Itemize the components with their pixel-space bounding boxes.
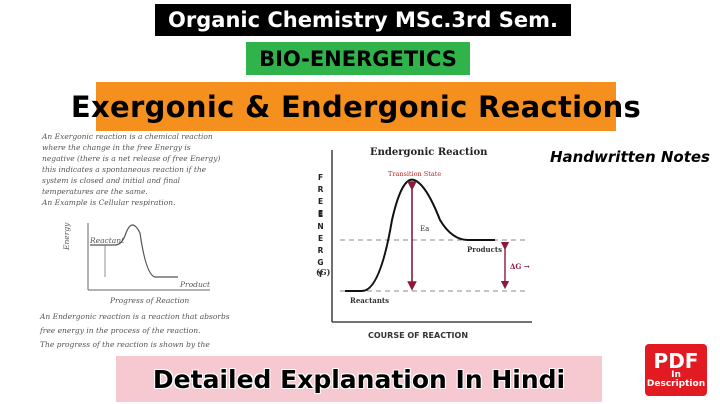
pdf-badge: PDF In Description: [645, 344, 707, 396]
diagram-label: ΔG →: [510, 262, 530, 271]
note-line: An Endergonic reaction is a reaction tha…: [40, 312, 230, 321]
y-axis-label: ENERGY: [316, 210, 325, 282]
note-line: negative (there is a net release of free…: [42, 154, 221, 163]
note-line: An Exergonic reaction is a chemical reac…: [42, 132, 213, 141]
title-banner: Organic Chemistry MSc.3rd Sem.: [155, 4, 571, 36]
footer-banner: Detailed Explanation In Hindi: [116, 356, 602, 402]
badge-text: Description: [646, 379, 706, 389]
diagram-label: Ea: [420, 225, 430, 233]
x-axis-label: COURSE OF REACTION: [368, 331, 469, 340]
notes-block: An Endergonic reaction is a reaction tha…: [40, 312, 230, 354]
diagram-title: Endergonic Reaction: [370, 147, 488, 158]
note-line: this indicates a spontaneous reaction if…: [42, 165, 207, 174]
note-line: free energy in the process of the reacti…: [40, 326, 201, 335]
notes-graph-label: Reactant: [90, 236, 125, 245]
note-line: where the change in the free Energy is: [42, 143, 191, 152]
diagram-label: Reactants: [350, 296, 390, 305]
badge-text: In: [671, 370, 681, 380]
notes-block: An Exergonic reaction is a chemical reac…: [42, 132, 220, 209]
notes-graph-label: Progress of Reaction: [110, 296, 190, 305]
note-line: An Example is Cellular respiration.: [42, 198, 176, 207]
diagram-label: Products: [467, 245, 503, 254]
notes-tag: Handwritten Notes: [549, 148, 710, 166]
notes-graph: [87, 223, 210, 291]
diagram-label: Transition State: [388, 170, 442, 178]
notes-graph-label: Product: [180, 280, 210, 289]
note-line: The progress of the reaction is shown by…: [40, 340, 210, 349]
topic-banner: BIO-ENERGETICS: [246, 42, 470, 75]
badge-text: PDF: [653, 349, 699, 373]
y-axis-unit: (G): [316, 267, 331, 277]
note-line: system is closed and initial and final: [42, 176, 181, 185]
y-axis-label: FREE: [316, 173, 325, 221]
headline-banner: Exergonic & Endergonic Reactions: [71, 82, 641, 131]
note-line: temperatures are the same.: [42, 187, 148, 196]
